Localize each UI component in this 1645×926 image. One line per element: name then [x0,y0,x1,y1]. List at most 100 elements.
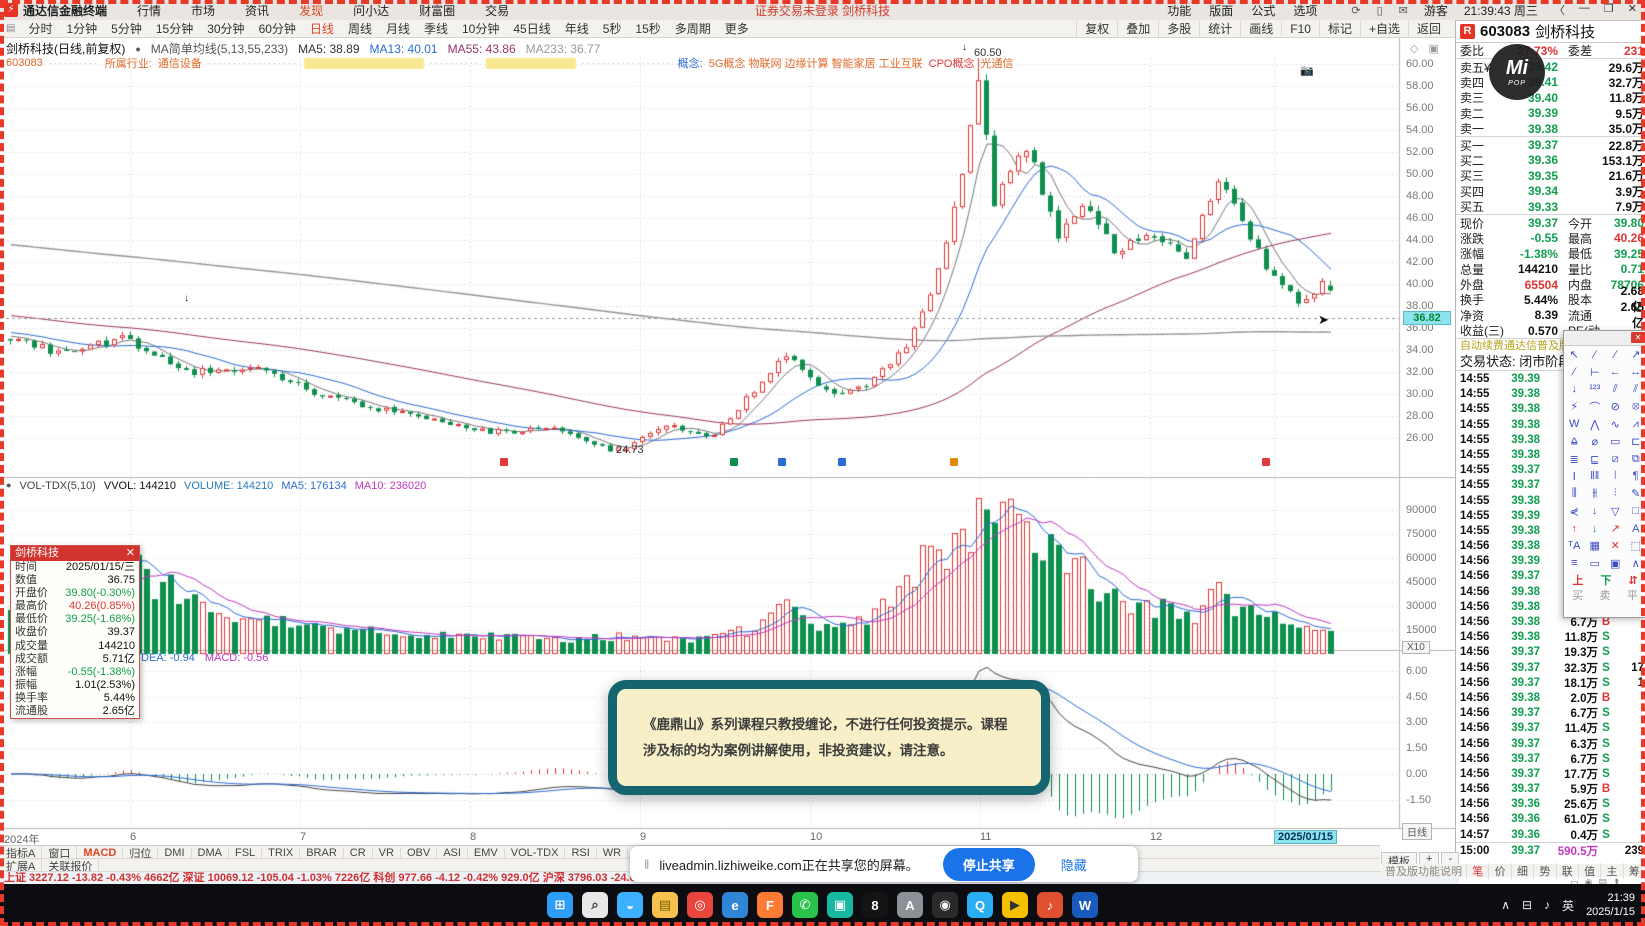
taskbar-app-icon[interactable]: F [757,892,783,918]
taskbar-app-icon[interactable]: W [1072,892,1098,918]
diamond-icon[interactable]: ◇ [1410,43,1419,55]
draw-tool-icon[interactable]: ↔ [1630,366,1642,379]
draw-tool-icon[interactable]: ⩘ [1632,417,1639,430]
tray-icon[interactable]: ♪ [1544,898,1551,912]
period-button[interactable]: 1分钟 [66,22,98,36]
secondary-tab[interactable]: 扩展A [0,857,43,874]
chart-tool-button[interactable]: 标记 [1318,20,1360,37]
draw-tool-icon[interactable]: ↓ [1592,522,1598,535]
period-button[interactable]: 月线 [385,22,410,36]
hide-share-link[interactable]: 隐藏 [1060,857,1087,873]
taskbar-clock[interactable]: 21:39 2025/1/15 [1586,891,1635,920]
taskbar-app-icon[interactable]: A [897,892,923,918]
menu-item[interactable]: 资讯 [245,3,270,18]
draw-tool-icon[interactable]: W [1569,418,1580,431]
ask-row[interactable]: 卖三 39.40 11.8万 [1456,90,1645,106]
draw-tool-icon[interactable]: ↓ [1592,505,1598,518]
bid-row[interactable]: 买五 39.33 7.9万 [1456,199,1645,215]
indicator-tab[interactable]: EMV [468,846,505,859]
draw-tool-icon[interactable]: ∧ [1631,557,1640,570]
sidebar-footer-icon[interactable]: ▤ [1598,877,1607,887]
user-label[interactable]: 游客 [1423,3,1448,18]
draw-tool-icon[interactable]: ⊢ [1589,366,1600,379]
draw-tool-icon[interactable]: ⚡ [1570,401,1579,414]
draw-tool-icon[interactable]: Ⅰ [1572,470,1576,483]
bid-row[interactable]: 买二 39.36 153.1万 [1456,153,1645,168]
period-button[interactable]: 5分钟 [111,22,142,36]
draw-tool-icon[interactable]: ǁǁ [1590,470,1600,483]
close-icon[interactable]: ✕ [1627,3,1637,15]
chart-tool-button[interactable]: 复权 [1076,20,1117,37]
draw-tool-icon[interactable]: ⦚ [1614,469,1617,482]
period-button[interactable]: 60分钟 [258,22,296,36]
draw-tool-icon[interactable]: ✕ [1610,540,1620,553]
period-button[interactable]: 日线 [309,22,334,36]
draw-tool-icon[interactable]: ↖ [1569,349,1579,362]
bottom-tab[interactable]: 归位 [123,844,159,861]
chart-tool-button[interactable]: 统计 [1199,20,1240,37]
taskbar-app-icon[interactable]: ◉ [932,892,958,918]
event-marker[interactable] [778,458,786,466]
draw-tool-icon[interactable]: ⊑ [1590,453,1600,466]
draw-tool-icon[interactable]: ⫽ [1612,382,1618,395]
bottom-tab[interactable]: MACD [77,846,124,859]
minimize-icon[interactable]: — [1578,2,1590,14]
draw-tool-icon[interactable]: ⋞ [1569,505,1579,518]
sidebar-bottom-tab[interactable]: 联 [1555,862,1578,879]
tick-list[interactable]: 14:55 39.39 14:55 39.38 14:55 39.38 14:55 39.38… [1456,371,1645,858]
indicator-tab[interactable]: BRAR [300,846,344,859]
draw-tool-icon[interactable]: ≡ [1571,557,1578,570]
indicator-tab[interactable]: RSI [565,846,597,859]
taskbar-app-icon[interactable]: ▶ [1002,892,1028,918]
indicator-tab[interactable]: DMA [192,846,229,859]
menu-item[interactable]: 发现 [299,3,324,18]
period-button[interactable]: 周线 [347,22,372,36]
bid-row[interactable]: 买三 39.35 21.6万 [1456,168,1645,184]
taskbar-app-icon[interactable]: ✆ [792,892,818,918]
period-button[interactable]: 更多 [724,22,749,36]
tooltip-close-icon[interactable]: ✕ [125,547,135,559]
bottom-tab[interactable]: 指标A [0,844,43,861]
drawing-toolbar-close-icon[interactable]: ✕ [1631,332,1645,343]
period-button[interactable]: 季线 [423,22,448,36]
taskbar-app-icon[interactable]: ⌕ [582,892,608,918]
taskbar-app-icon[interactable]: e [722,892,748,918]
sidebar-bottom-tab[interactable]: 势 [1533,862,1555,879]
draw-tool-icon[interactable]: ▣ [1610,557,1621,570]
screenshot-icon[interactable]: 📷 [1300,65,1314,77]
draw-tool-icon[interactable]: ▽ [1611,505,1620,518]
period-button[interactable]: 15秒 [635,22,661,36]
period-button[interactable]: 分时 [28,22,53,36]
menu-item[interactable]: 公式 [1251,3,1276,18]
taskbar-app-icon[interactable]: ◒ [617,892,643,918]
bid-row[interactable]: 买四 39.34 3.9万 [1456,184,1645,199]
tray-icon[interactable]: 英 [1562,898,1575,913]
stop-share-button[interactable]: 停止共享 [942,847,1035,881]
menu-item[interactable]: 问小达 [353,3,390,18]
taskbar-app-icon[interactable]: Q [967,892,993,918]
grid-icon[interactable]: ▤ [6,23,16,34]
industry-value[interactable]: 通信设备 [157,58,202,70]
chart-tool-button[interactable]: 画线 [1240,20,1281,37]
indicator-tab[interactable]: WR [597,846,629,859]
menu-item[interactable]: 选项 [1293,3,1318,18]
event-marker[interactable] [950,458,958,466]
promo-marquee[interactable]: 自动续费通达信普及版 [1456,338,1645,354]
draw-tool-icon[interactable]: ⋀ [1590,418,1600,431]
draw-tool-icon[interactable]: ⧉ [1631,452,1640,465]
draw-tool-icon[interactable]: ¶ [1632,470,1639,483]
event-marker[interactable] [730,458,738,466]
period-button[interactable]: 15分钟 [155,22,194,36]
tray-icon[interactable]: ∧ [1501,898,1510,912]
draw-tool-icon[interactable]: ⊏ [1631,436,1641,449]
concept-hot[interactable]: CPO概念 [928,58,975,70]
ask-row[interactable]: 卖二 39.39 9.5万 [1456,106,1645,121]
period-button[interactable]: 45日线 [513,22,551,36]
menu-item[interactable]: 财富圈 [419,3,456,18]
chart-tool-button[interactable]: 叠加 [1117,20,1158,37]
draw-tool-icon[interactable]: ⫶ [1613,487,1617,500]
draw-tool-icon[interactable]: ↑ [1571,522,1578,535]
draw-tool-icon[interactable]: ⌀ [1591,436,1599,449]
ask-row[interactable]: 卖四 39.41 32.7万 [1456,75,1645,90]
taskbar-app-icon[interactable]: ◎ [687,892,713,918]
